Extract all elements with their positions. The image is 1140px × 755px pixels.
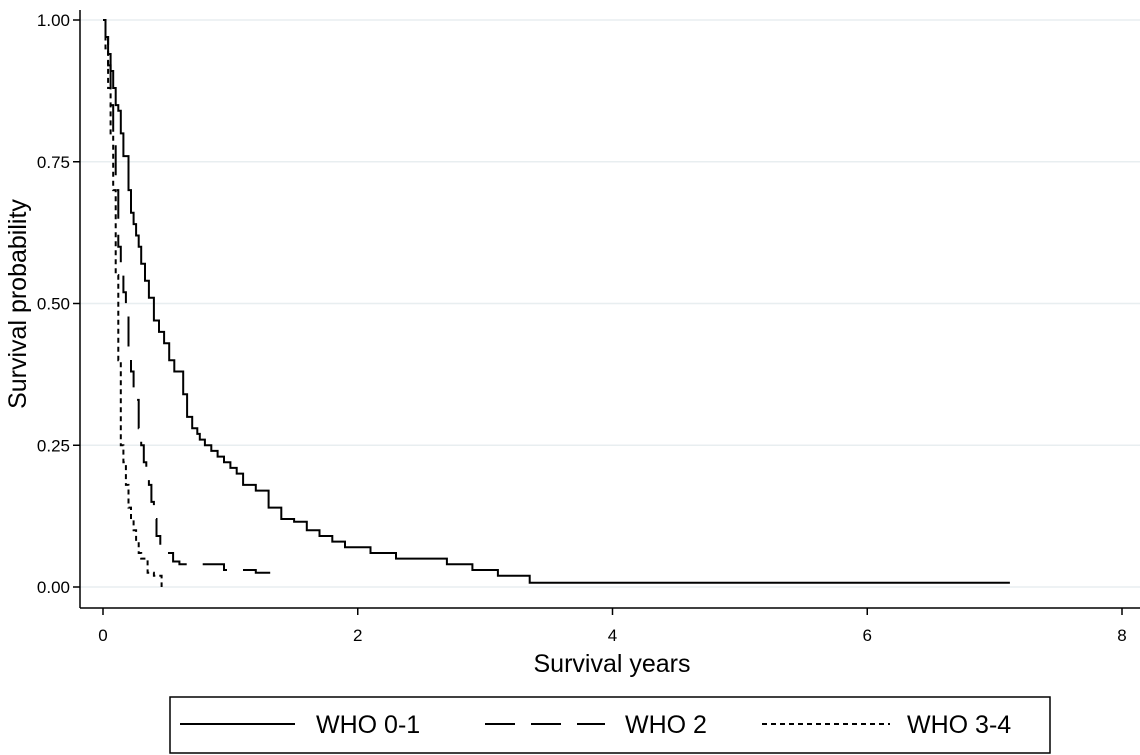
y-tick-label-3: 0.75 bbox=[37, 153, 70, 172]
series-line-who-0-1 bbox=[103, 19, 1010, 584]
legend-label-0: WHO 0-1 bbox=[316, 711, 420, 739]
legend-box bbox=[169, 696, 1051, 754]
y-tick-label-2: 0.50 bbox=[37, 295, 70, 314]
y-tick-label-0: 0.00 bbox=[37, 578, 70, 597]
legend: WHO 0-1 WHO 2 WHO 3-4 bbox=[169, 696, 1051, 754]
grid-lines bbox=[80, 19, 1140, 588]
series-line-who-3-4 bbox=[103, 19, 163, 587]
tick-labels: 0.00 0.25 0.50 0.75 1.00 0 2 4 6 8 bbox=[37, 11, 1127, 645]
series-lines bbox=[103, 19, 1010, 587]
y-tick-label-1: 0.25 bbox=[37, 436, 70, 455]
x-tick-label-2: 4 bbox=[608, 626, 617, 645]
x-tick-label-4: 8 bbox=[1117, 626, 1126, 645]
x-tick-label-3: 6 bbox=[863, 626, 872, 645]
x-axis-title: Survival years bbox=[534, 650, 691, 678]
axes bbox=[79, 10, 1140, 609]
legend-label-1: WHO 2 bbox=[625, 711, 707, 739]
x-tick-label-1: 2 bbox=[353, 626, 362, 645]
legend-items: WHO 0-1 WHO 2 WHO 3-4 bbox=[180, 711, 1011, 739]
series-line-who-2 bbox=[103, 19, 278, 582]
y-tick-label-4: 1.00 bbox=[37, 11, 70, 30]
y-axis-title: Survival probability bbox=[4, 199, 32, 409]
legend-label-2: WHO 3-4 bbox=[907, 711, 1011, 739]
x-tick-label-0: 0 bbox=[98, 626, 107, 645]
